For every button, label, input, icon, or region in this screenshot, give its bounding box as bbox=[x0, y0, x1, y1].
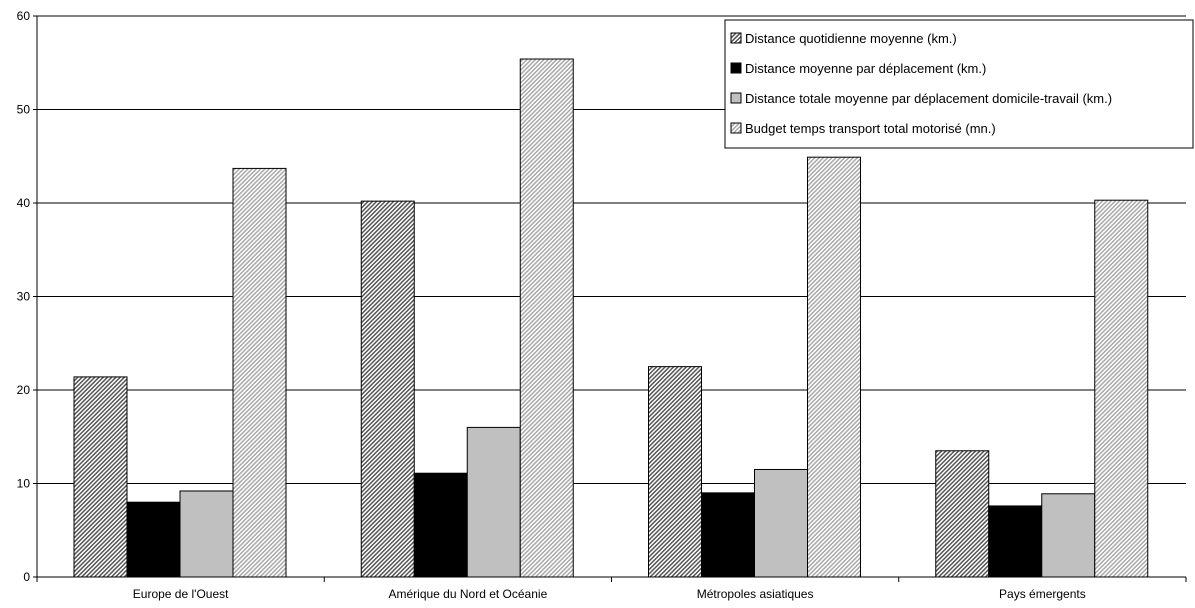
legend-box bbox=[724, 19, 1194, 149]
bar bbox=[466, 426, 521, 578]
legend-label: Distance moyenne par déplacement (km.) bbox=[745, 61, 986, 76]
bar bbox=[988, 505, 1043, 578]
legend-swatch bbox=[730, 92, 742, 104]
bar bbox=[648, 366, 702, 578]
x-tick-label: Métropoles asiatiques bbox=[697, 587, 814, 601]
bar bbox=[807, 156, 861, 578]
legend-swatch bbox=[730, 62, 742, 74]
legend-label: Distance quotidienne moyenne (km.) bbox=[745, 31, 957, 46]
bar bbox=[413, 472, 468, 578]
y-tick-label: 10 bbox=[17, 477, 31, 491]
legend-swatch bbox=[730, 122, 742, 134]
bar bbox=[1041, 493, 1096, 578]
bar bbox=[360, 200, 415, 578]
bar bbox=[701, 492, 755, 578]
legend-label: Distance totale moyenne par déplacement … bbox=[745, 91, 1112, 106]
x-axis-ticks: Europe de l'Ouest Amérique du Nord et Océ… bbox=[36, 577, 1187, 601]
y-tick-label: 60 bbox=[17, 9, 31, 23]
bar bbox=[935, 450, 990, 578]
y-tick-label: 0 bbox=[23, 570, 30, 584]
bar bbox=[179, 490, 234, 578]
legend-swatch bbox=[730, 32, 742, 44]
bar bbox=[73, 376, 128, 578]
y-axis-ticks: 0 10 20 30 40 50 60 bbox=[17, 9, 37, 584]
y-tick-label: 20 bbox=[17, 383, 31, 397]
bars bbox=[73, 58, 1149, 578]
x-tick-label: Pays émergents bbox=[999, 587, 1086, 601]
legend-label: Budget temps transport total motorisé (m… bbox=[745, 121, 996, 136]
bar bbox=[519, 58, 574, 578]
x-tick-label: Amérique du Nord et Océanie bbox=[388, 587, 547, 601]
legend: Distance quotidienne moyenne (km.) Distan… bbox=[724, 19, 1194, 149]
bar bbox=[1094, 199, 1149, 578]
bar bbox=[754, 468, 808, 578]
bar bbox=[232, 167, 287, 578]
y-tick-label: 30 bbox=[17, 290, 31, 304]
y-tick-label: 40 bbox=[17, 196, 31, 210]
y-tick-label: 50 bbox=[17, 103, 31, 117]
bar bbox=[126, 501, 181, 578]
x-tick-label: Europe de l'Ouest bbox=[133, 587, 229, 601]
